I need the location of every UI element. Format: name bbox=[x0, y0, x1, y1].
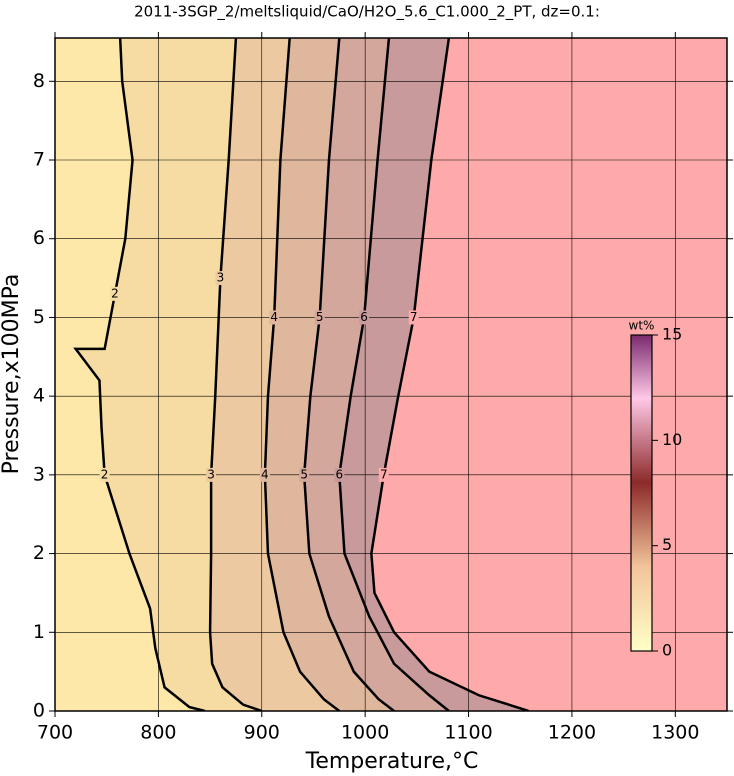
colorbar-tick-label: 0 bbox=[662, 641, 672, 660]
contour-label-bg bbox=[109, 286, 120, 301]
chart-title: 2011-3SGP_2/meltsliquid/CaO/H2O_5.6_C1.0… bbox=[134, 3, 600, 22]
x-tick-label: 1300 bbox=[651, 722, 699, 744]
x-tick-label: 1000 bbox=[341, 722, 389, 744]
contour-label: 2 bbox=[101, 467, 109, 481]
contour-label: 6 bbox=[335, 467, 343, 481]
y-tick-label: 7 bbox=[33, 149, 45, 171]
contour-label: 3 bbox=[207, 467, 215, 481]
contour-label-bg bbox=[408, 310, 419, 325]
contour-line bbox=[263, 38, 341, 711]
contour-label-bg bbox=[206, 467, 217, 482]
contour-label: 2 bbox=[111, 286, 119, 300]
colorbar-tick-label: 5 bbox=[662, 535, 672, 554]
contour-label-bg bbox=[314, 310, 325, 325]
y-axis-label: Pressure,x100MPa bbox=[0, 274, 24, 475]
y-tick-label: 2 bbox=[33, 542, 45, 564]
colorbar-tick-label: 15 bbox=[662, 325, 682, 344]
contour-label: 4 bbox=[261, 467, 269, 481]
y-tick-label: 4 bbox=[33, 385, 45, 407]
x-tick-label: 800 bbox=[140, 722, 176, 744]
contour-label-bg bbox=[299, 467, 310, 482]
y-tick-label: 1 bbox=[33, 621, 45, 643]
contour-label-bg bbox=[259, 467, 270, 482]
contour-label-bg bbox=[378, 467, 389, 482]
y-tick-label: 8 bbox=[33, 70, 45, 92]
contour-line bbox=[73, 38, 206, 711]
colorbar bbox=[630, 334, 653, 652]
contour-label: 6 bbox=[360, 310, 368, 324]
colorbar-tick-label: 10 bbox=[662, 430, 682, 449]
contour-label: 4 bbox=[270, 310, 278, 324]
contour-label: 3 bbox=[217, 271, 225, 285]
contour-line bbox=[370, 38, 529, 711]
axes: 700 800 900 1000 1100 1200 1300 0 1 2 3 4 5 6 7 8 bbox=[33, 32, 733, 744]
x-tick-label: 700 bbox=[37, 722, 73, 744]
y-tick-label: 6 bbox=[33, 227, 45, 249]
y-tick-label: 0 bbox=[33, 700, 45, 722]
plot-frame bbox=[54, 37, 728, 712]
contour-label: 5 bbox=[316, 310, 324, 324]
contour-label-bg bbox=[334, 467, 345, 482]
y-tick-label: 5 bbox=[33, 306, 45, 328]
x-tick-label: 1200 bbox=[548, 722, 596, 744]
contour-label-bg bbox=[99, 467, 110, 482]
x-axis-label: Temperature,°C bbox=[305, 749, 479, 774]
contour-label: 7 bbox=[410, 310, 418, 324]
x-tick-label: 900 bbox=[244, 722, 280, 744]
x-tick-label: 1100 bbox=[444, 722, 492, 744]
contour-line bbox=[338, 38, 450, 711]
contour-label: 5 bbox=[300, 467, 308, 481]
contour-label: 7 bbox=[380, 467, 388, 481]
y-tick-label: 3 bbox=[33, 463, 45, 485]
contour-label-bg bbox=[215, 271, 226, 286]
contour-label-bg bbox=[269, 310, 280, 325]
contour-label-bg bbox=[359, 310, 370, 325]
contour-line bbox=[208, 38, 263, 711]
contour-line bbox=[302, 38, 395, 711]
colorbar-label: wt% bbox=[629, 319, 655, 333]
